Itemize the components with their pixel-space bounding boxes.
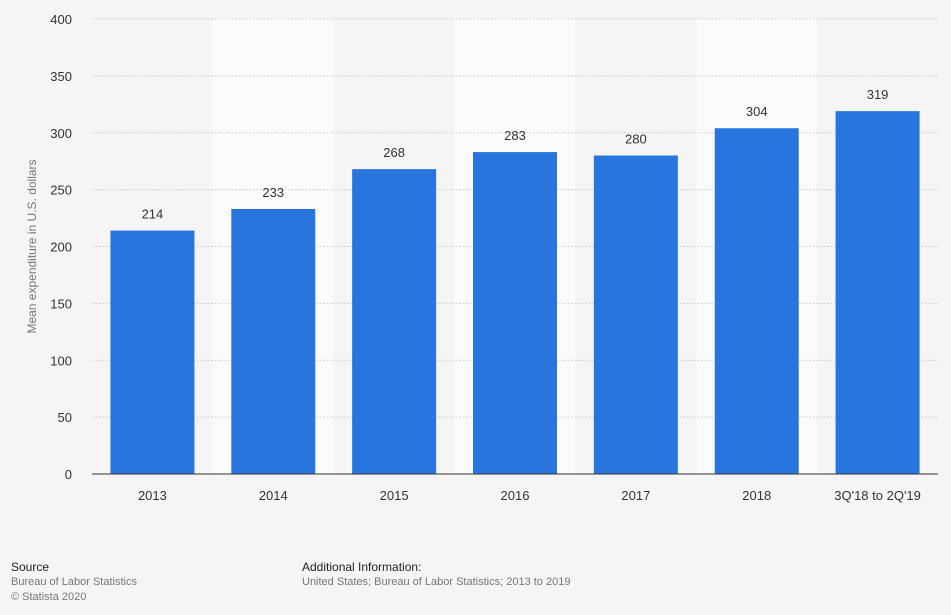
y-tick-label: 400 [50, 12, 72, 27]
y-tick-label: 200 [50, 240, 72, 255]
y-tick-label: 150 [50, 296, 72, 311]
x-tick-label: 2015 [380, 488, 409, 503]
copyright: © Statista 2020 [11, 591, 87, 603]
x-tick-label: 2016 [501, 488, 530, 503]
x-tick-label: 3Q'18 to 2Q'19 [834, 488, 921, 503]
bar-2013 [110, 230, 195, 474]
y-tick-label: 100 [50, 353, 72, 368]
bar-value-label: 280 [625, 132, 647, 147]
bar-value-label: 319 [867, 87, 889, 102]
bar-value-label: 304 [746, 104, 768, 119]
y-axis-title: Mean expenditure in U.S. dollars [25, 159, 39, 333]
bars [110, 111, 920, 474]
y-tick-label: 50 [58, 410, 72, 425]
bar-2016 [473, 152, 557, 474]
source-block: Source Bureau of Labor Statistics © Stat… [11, 560, 137, 605]
additional-info-heading: Additional Information: [302, 560, 422, 574]
x-tick-label: 2013 [138, 488, 167, 503]
bar-value-label: 283 [504, 128, 526, 143]
source-heading: Source [11, 560, 50, 574]
bar-chart: 0 50 100 150 200 250 300 350 400 214 233 268 283 280… [25, 12, 938, 503]
y-axis-ticks: 0 50 100 150 200 250 300 350 400 [50, 12, 72, 482]
bar-value-labels: 214 233 268 283 280 304 319 [142, 87, 889, 221]
x-tick-label: 2017 [621, 488, 650, 503]
y-tick-label: 300 [50, 126, 72, 141]
bar-2017 [593, 155, 678, 474]
source-text: Bureau of Labor Statistics [11, 576, 137, 588]
x-axis-ticks: 2013 2014 2015 2016 2017 2018 3Q'18 to 2Q'19 [138, 488, 921, 503]
additional-info-text: United States; Bureau of Labor Statistic… [302, 576, 571, 588]
bar-value-label: 268 [383, 145, 405, 160]
bar-2014 [231, 208, 316, 474]
bar-3Q'18 to 2Q'19 [835, 111, 920, 474]
y-tick-label: 0 [65, 467, 72, 482]
additional-info-block: Additional Information: United States; B… [302, 560, 570, 590]
bar-value-label: 214 [142, 207, 164, 222]
y-tick-label: 250 [50, 183, 72, 198]
bar-2015 [352, 169, 437, 474]
bar-value-label: 233 [262, 185, 284, 200]
x-tick-label: 2014 [259, 488, 288, 503]
y-tick-label: 350 [50, 69, 72, 84]
x-tick-label: 2018 [742, 488, 771, 503]
bar-2018 [714, 128, 799, 474]
